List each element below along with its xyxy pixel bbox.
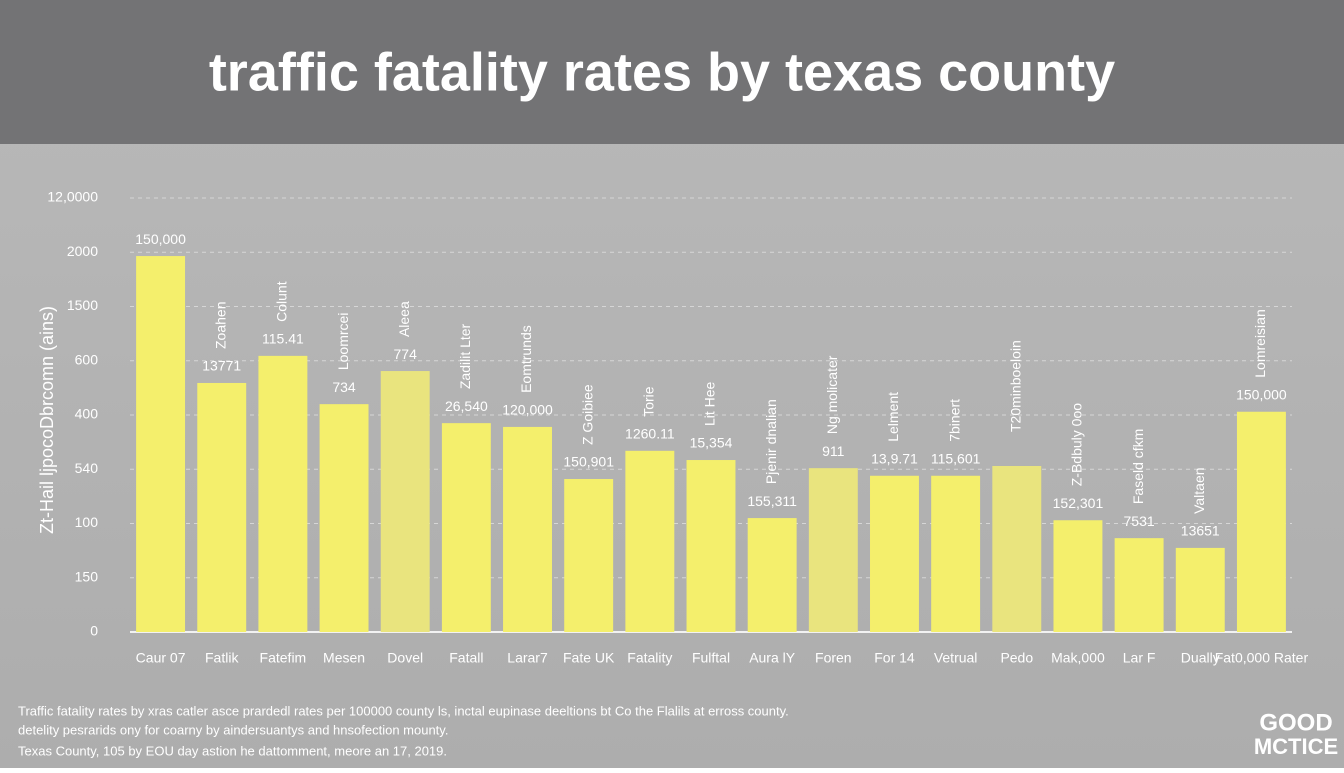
logo: GOOD [1259,709,1332,736]
value-label: 734 [332,379,356,395]
x-tick-label: Dually [1181,650,1220,666]
y-axis-title: Zt-Hail ljpocoDbrcomn (ains) [37,306,57,534]
header-band [0,0,1344,144]
value-label: 150,000 [1236,386,1287,402]
bar [870,475,919,632]
bar [1114,538,1164,632]
value-label: 150,000 [135,231,186,247]
value-label: 911 [822,443,845,459]
y-tick-label: 540 [75,460,99,476]
bar [258,355,308,632]
x-tick-label: Dovel [387,650,423,666]
value-label: 13651 [1181,523,1220,539]
x-tick-label: Lar F [1123,650,1156,666]
bar-annotation: Lomreisian [1252,309,1268,377]
bar-annotation: Zadilit Lter [457,323,473,389]
bar [197,382,247,632]
y-tick-label: 12,0000 [47,189,98,205]
x-tick-label: Fulftal [692,650,730,666]
x-tick-label: Fat0,000 Rater [1215,650,1309,666]
footnote: detelity pesrarids ony for coarny by ain… [18,722,448,737]
value-label: 115,601 [931,450,981,466]
bar [441,423,491,632]
bar-annotation: Aleea [396,301,412,337]
bar-annotation: Zoahen [212,302,228,349]
bar [136,256,186,632]
value-label: 13,9.71 [871,450,918,466]
bar [747,518,797,632]
bar [319,404,369,632]
bar-annotation: T20minboeloin [1007,340,1023,432]
bar [564,479,614,632]
bar-annotation: Z Goibiee [579,384,595,445]
x-tick-label: For 14 [874,650,915,666]
bar [1053,520,1103,632]
x-tick-label: Aura lY [749,650,796,666]
value-label: 1260.11 [625,426,675,442]
value-label: 15,354 [690,435,733,451]
x-tick-label: Vetrual [934,650,978,666]
x-tick-label: Fate UK [563,650,615,666]
x-tick-label: Fatlik [205,650,239,666]
value-label: 155,311 [747,493,797,509]
bar [992,465,1042,632]
x-tick-label: Fatality [627,650,672,666]
footnote: Texas County, 105 by EOU day astion he d… [18,743,447,758]
value-label: 26,540 [445,398,488,414]
bar-annotation: Lit Hee [702,381,718,426]
value-label: 120,000 [502,402,553,418]
bar-annotation: Colunt [274,281,290,322]
bar [625,450,675,632]
y-tick-label: 100 [75,514,99,530]
x-tick-label: Larar7 [507,650,548,666]
bar [931,475,981,632]
bar-annotation: Loomrcei [335,313,351,371]
bar-annotation: Torie [641,386,657,417]
x-tick-label: Pedo [1000,650,1033,666]
bar [808,468,858,632]
bar [380,371,430,632]
bar-annotation: Ng molicater [824,355,840,434]
chart-title: traffic fatality rates by texas county [209,42,1115,102]
bar-annotation: Eomtrunds [518,325,534,393]
x-tick-label: Caur 07 [136,650,186,666]
bar [1236,411,1286,632]
bar-annotation: Valtaen [1191,467,1207,513]
y-tick-label: 2000 [67,243,98,259]
bar-annotation: Pjenir dnalian [763,399,779,484]
bar-annotation: Z-Bdbuly 0oo [1069,403,1085,486]
y-tick-label: 0 [90,623,98,639]
y-tick-label: 600 [75,351,99,367]
value-label: 13771 [202,358,241,374]
value-label: 115.41 [262,331,304,347]
x-tick-label: Fatall [449,650,483,666]
value-label: 774 [394,346,418,362]
value-label: 150,901 [563,454,614,470]
bar [686,460,736,632]
x-tick-label: Foren [815,650,852,666]
x-tick-label: Fatefim [260,650,307,666]
bar-annotation: 7binert [946,399,962,442]
value-label: 7531 [1124,513,1155,529]
bar [1175,547,1225,632]
footnote: Traffic fatality rates by xras catler as… [18,703,789,718]
bar-annotation: Faseld cfkm [1130,429,1146,504]
x-tick-label: Mak,000 [1051,650,1105,666]
y-tick-label: 150 [75,568,99,584]
value-label: 152,301 [1053,495,1104,511]
logo: MCTICE [1254,734,1338,759]
x-tick-label: Mesen [323,650,365,666]
y-tick-label: 1500 [67,297,98,313]
y-tick-label: 400 [75,406,99,422]
bar [503,426,552,632]
bar-annotation: Lelment [885,392,901,442]
